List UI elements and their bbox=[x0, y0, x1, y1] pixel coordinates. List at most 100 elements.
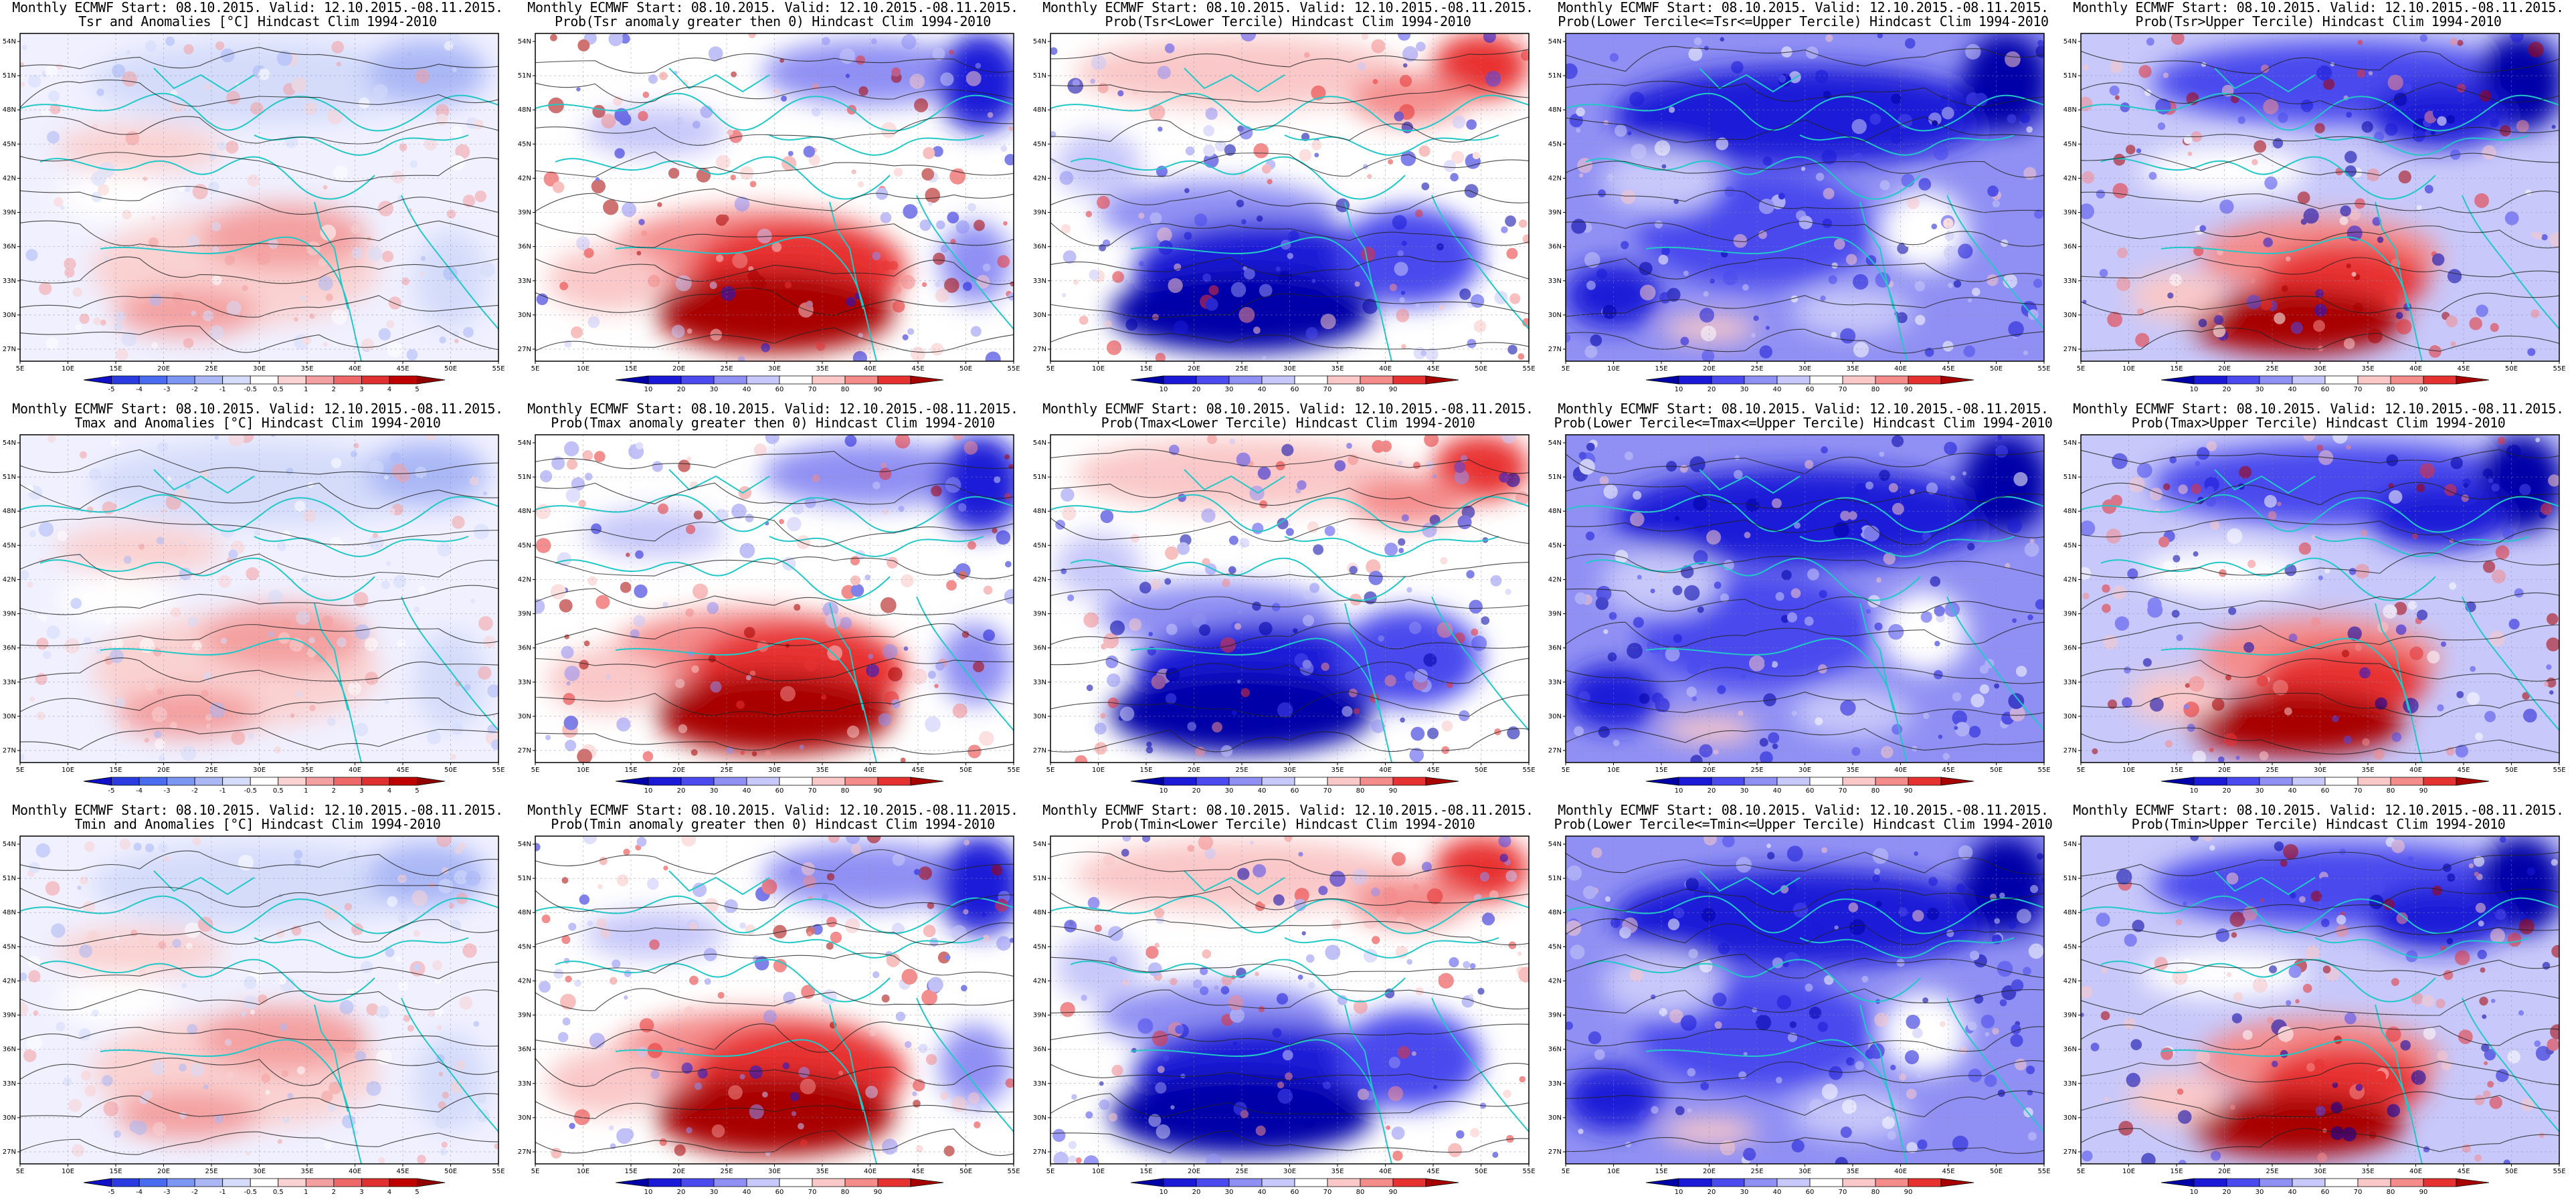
field-speckle bbox=[794, 603, 801, 611]
field-speckle bbox=[891, 699, 901, 709]
contour-line bbox=[20, 694, 498, 716]
colorbar-swatch bbox=[1228, 777, 1263, 786]
colorbar-swatch bbox=[2390, 1178, 2424, 1187]
contour-line bbox=[1050, 658, 1529, 684]
field-speckle bbox=[1888, 483, 1898, 493]
lat-tick-label: 54N bbox=[518, 841, 531, 848]
field-speckle bbox=[438, 1072, 444, 1077]
lon-tick-label: 45E bbox=[911, 1168, 924, 1175]
field-speckle bbox=[918, 866, 932, 880]
lon-tick-label: 50E bbox=[959, 365, 972, 373]
field-speckle bbox=[2192, 750, 2207, 763]
colorbar-tick-label: 1 bbox=[304, 1189, 308, 1196]
field-speckle bbox=[1888, 623, 1904, 640]
colorbar-swatch bbox=[812, 777, 846, 786]
field-speckle bbox=[968, 1092, 980, 1104]
field-speckle bbox=[206, 724, 211, 728]
field-speckle bbox=[1402, 63, 1408, 68]
lon-tick-label: 15E bbox=[109, 1168, 122, 1175]
lon-tick-label: 45E bbox=[396, 1168, 409, 1175]
field-speckle bbox=[381, 250, 394, 263]
field-speckle bbox=[596, 918, 607, 928]
field-speckle bbox=[1129, 618, 1142, 631]
lon-tick-label: 40E bbox=[349, 767, 361, 774]
field-speckle bbox=[2155, 98, 2171, 114]
field-speckle bbox=[369, 460, 384, 475]
field-speckle bbox=[783, 991, 796, 1005]
map-panel-tmin-anom: Monthly ECMWF Start: 08.10.2015. Valid: … bbox=[0, 803, 515, 1204]
field-speckle bbox=[450, 1080, 464, 1094]
lon-tick-label: 20E bbox=[1188, 1168, 1200, 1175]
field-speckle bbox=[773, 959, 788, 973]
field-speckle bbox=[462, 943, 477, 958]
field-speckle bbox=[209, 152, 217, 161]
field-speckle bbox=[1506, 247, 1518, 260]
field-speckle bbox=[850, 575, 860, 586]
lat-tick-label: 48N bbox=[3, 909, 16, 916]
field-speckle bbox=[704, 978, 711, 985]
colorbar-tick-label: 10 bbox=[1675, 1189, 1683, 1196]
field-patch bbox=[547, 647, 667, 714]
colorbar: -5 -4 -3 -2 -1 -0.5 0.5 1 2 3 4 5 bbox=[83, 1178, 446, 1196]
field-speckle bbox=[605, 674, 611, 680]
field-speckle bbox=[1228, 566, 1236, 574]
contour-line bbox=[535, 882, 1014, 912]
field-speckle bbox=[858, 332, 863, 338]
field-speckle bbox=[2198, 318, 2207, 328]
field-speckle bbox=[2231, 1013, 2242, 1023]
field-speckle bbox=[1392, 215, 1407, 230]
field-speckle bbox=[963, 282, 972, 291]
field-speckle bbox=[2284, 564, 2297, 577]
field-speckle bbox=[240, 1011, 247, 1017]
colorbar-tick-label: 20 bbox=[2223, 787, 2231, 795]
field-speckle bbox=[891, 67, 901, 77]
colorbar-swatch bbox=[2390, 777, 2424, 786]
field-speckle bbox=[1256, 215, 1263, 222]
field-speckle bbox=[1412, 883, 1419, 890]
field-speckle bbox=[1855, 527, 1863, 534]
field-speckle bbox=[2278, 112, 2288, 123]
field-speckle bbox=[2516, 120, 2529, 132]
field-speckle bbox=[1249, 840, 1254, 845]
colorbar-tick-label: 30 bbox=[1740, 787, 1749, 795]
panel-header-line: Monthly ECMWF Start: 08.10.2015. Valid: … bbox=[1558, 802, 2049, 818]
field-speckle bbox=[268, 589, 283, 605]
field-speckle bbox=[123, 555, 132, 564]
field-speckle bbox=[1105, 655, 1119, 669]
field-speckle bbox=[29, 530, 36, 538]
field-speckle bbox=[603, 199, 619, 215]
field-speckle bbox=[1782, 901, 1792, 911]
contour-line bbox=[535, 952, 1014, 977]
field-speckle bbox=[1934, 641, 1940, 647]
field-speckle bbox=[1224, 865, 1230, 870]
field-speckle bbox=[968, 203, 976, 212]
field-speckle bbox=[1297, 480, 1307, 490]
map-panel-tmax-above: Monthly ECMWF Start: 08.10.2015. Valid: … bbox=[515, 401, 1030, 803]
lat-tick-label: 48N bbox=[3, 508, 16, 515]
field-speckle bbox=[686, 1127, 693, 1134]
field-speckle bbox=[1229, 438, 1235, 445]
colorbar-swatch bbox=[2259, 1178, 2293, 1187]
field-speckle bbox=[1278, 270, 1293, 284]
field-speckle bbox=[2320, 918, 2330, 928]
field-speckle bbox=[455, 1060, 466, 1070]
field-speckle bbox=[185, 484, 191, 489]
field-speckle bbox=[1299, 148, 1312, 162]
contour-line bbox=[535, 1101, 1014, 1119]
field-speckle bbox=[1297, 975, 1303, 980]
field-speckle bbox=[2421, 995, 2434, 1007]
field-speckle bbox=[982, 264, 991, 272]
field-speckle bbox=[709, 282, 717, 290]
field-speckle bbox=[1100, 712, 1106, 719]
colorbar-swatch bbox=[779, 1178, 813, 1187]
colorbar-swatch bbox=[779, 777, 813, 786]
field-speckle bbox=[972, 1070, 979, 1076]
field-speckle bbox=[217, 141, 227, 150]
field-speckle bbox=[234, 637, 241, 644]
field-speckle bbox=[1930, 546, 1938, 555]
field-speckle bbox=[1815, 70, 1829, 84]
lat-tick-label: 54N bbox=[1548, 38, 1562, 45]
field-speckle bbox=[2346, 112, 2353, 118]
field-speckle bbox=[911, 668, 927, 685]
